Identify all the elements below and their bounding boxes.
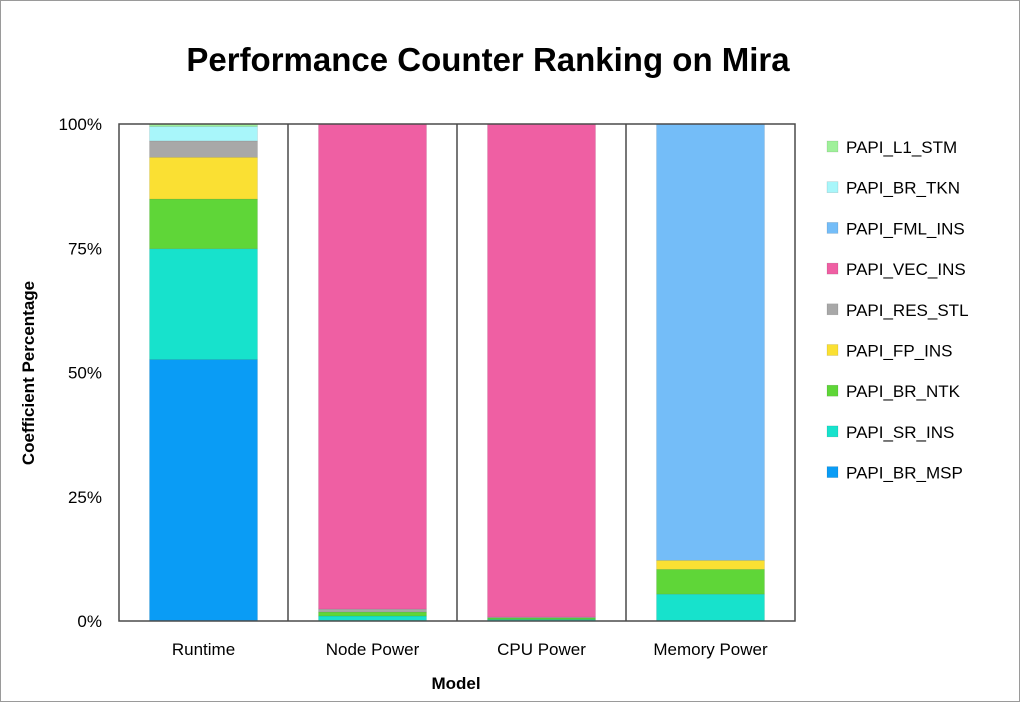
bar-segment-papi-fml-ins [656,123,765,561]
bar-segment-papi-res-stl [149,140,258,158]
legend-label: PAPI_BR_TKN [846,179,960,198]
bar-segment-papi-sr-ins [149,248,258,360]
bar-segment-papi-br-ntk [318,611,427,617]
x-axis-title: Model [431,674,480,693]
bar-segment-papi-fp-ins [149,156,258,200]
x-tick-label: CPU Power [497,640,586,659]
legend-swatch-papi-l1-stm [826,140,839,153]
legend-label: PAPI_BR_NTK [846,382,961,401]
plot-area: Runtime Node Power CPU Power Memory Power 0%… [59,115,796,659]
legend-label: PAPI_SR_INS [846,423,954,442]
legend-swatch-papi-fp-ins [826,344,839,356]
y-tick-label: 75% [68,239,102,258]
y-tick-label: 50% [68,364,102,383]
legend-swatch-papi-vec-ins [826,262,839,275]
bar-segment-papi-res-stl [318,608,427,613]
legend-swatch-papi-br-ntk [826,384,839,397]
legend-label: PAPI_FML_INS [846,219,965,238]
legend: PAPI_L1_STM PAPI_BR_TKN PAPI_FML_INS PAPI_V… [826,138,969,483]
bar-segment-papi-sr-ins [656,593,765,622]
y-tick-label: 100% [59,115,102,134]
chart-title: Performance Counter Ranking on Mira [186,41,790,78]
bar-segment-papi-fp-ins [656,560,765,570]
legend-swatch-papi-fml-ins [826,222,839,234]
plot-border [118,123,796,622]
legend-swatch-papi-res-stl [826,303,839,316]
legend-swatch-papi-sr-ins [826,425,839,438]
y-tick-label: 25% [68,488,102,507]
legend-label: PAPI_VEC_INS [846,260,966,279]
bar-segment-papi-vec-ins [318,123,427,610]
x-tick-label: Runtime [172,640,235,659]
legend-label: PAPI_L1_STM [846,138,957,157]
legend-label: PAPI_BR_MSP [846,464,963,483]
x-tick-label: Memory Power [653,640,768,659]
bar-segment-papi-br-tkn [149,126,258,142]
y-tick-label: 0% [77,612,102,631]
x-tick-label: Node Power [326,640,420,659]
legend-label: PAPI_FP_INS [846,342,952,361]
bar-segment-papi-vec-ins [487,123,596,618]
bar-segment-papi-br-ntk [656,569,765,595]
legend-swatch-papi-br-tkn [826,181,839,193]
y-axis-title: Coefficient Percentage [19,281,38,465]
bar-segment-papi-br-ntk [149,198,258,250]
legend-label: PAPI_RES_STL [846,301,969,320]
legend-swatch-papi-br-msp [826,466,839,478]
bar-segment-papi-br-msp [149,359,258,622]
